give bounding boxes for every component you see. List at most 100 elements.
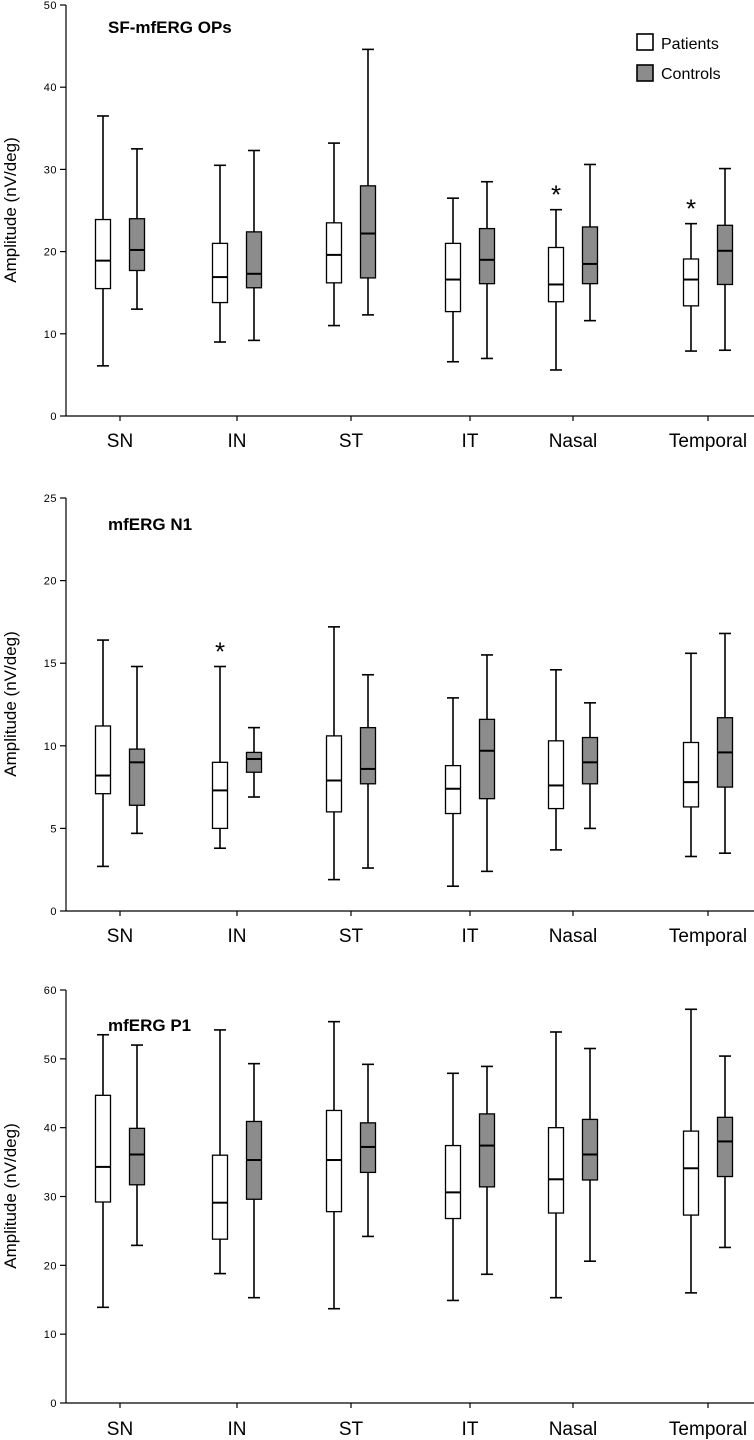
y-tick-label: 50 <box>44 1054 57 1066</box>
category-label: ST <box>339 926 364 947</box>
box-controls <box>245 149 263 342</box>
y-axis-title: Amplitude (nV/deg) <box>1 631 20 777</box>
box-iqr <box>478 1113 496 1188</box>
box-patients <box>94 639 112 868</box>
category-label: Nasal <box>549 1419 598 1440</box>
box-controls <box>478 654 496 873</box>
panel-title: SF-mfERG OPs <box>108 18 232 37</box>
box-iqr <box>444 242 462 313</box>
significance-star: * <box>215 637 225 667</box>
box-patients <box>211 164 229 343</box>
box-patients <box>444 197 462 363</box>
box-controls <box>581 1047 599 1263</box>
category-label: Temporal <box>669 1419 747 1440</box>
y-axis-title: Amplitude (nV/deg) <box>1 137 20 283</box>
box-controls <box>478 180 496 360</box>
panel-title: mfERG N1 <box>108 515 192 534</box>
category-label: IN <box>228 431 247 452</box>
box-patients <box>682 1008 700 1294</box>
panel-mferg-p1: 0 10 20 30 40 50 60 Amplitude (nV/deg) mfERG P1 S… <box>1 985 754 1440</box>
y-tick-label: 40 <box>44 82 57 94</box>
category-label: SN <box>107 431 133 452</box>
y-tick-label: 60 <box>44 985 57 997</box>
legend: Patients Controls <box>636 33 721 83</box>
category-label: IT <box>462 431 479 452</box>
box-patients <box>94 115 112 367</box>
y-tick-label: 10 <box>44 741 57 753</box>
category-label: IN <box>228 1419 247 1440</box>
category-label: IN <box>228 926 247 947</box>
box-controls <box>128 148 146 310</box>
box-patients <box>94 1033 112 1309</box>
box-iqr <box>94 1094 112 1203</box>
y-tick-label: 25 <box>44 493 57 505</box>
y-tick-label: 10 <box>44 1329 57 1341</box>
y-tick-label: 40 <box>44 1123 57 1135</box>
box-controls <box>716 1055 734 1249</box>
y-tick-label: 5 <box>50 823 57 835</box>
legend-swatch-controls <box>636 64 654 82</box>
legend-label-patients: Patients <box>661 36 719 53</box>
y-tick-label: 50 <box>44 0 57 12</box>
box-iqr <box>716 224 734 286</box>
box-iqr <box>682 1130 700 1216</box>
category-label: Nasal <box>549 926 598 947</box>
box-iqr <box>581 1118 599 1181</box>
category-label: ST <box>339 431 364 452</box>
box-patients <box>211 665 229 850</box>
box-iqr <box>547 1127 565 1214</box>
box-iqr <box>325 1109 343 1213</box>
box-iqr <box>211 242 229 304</box>
y-tick-label: 0 <box>50 1398 57 1410</box>
category-label: SN <box>107 926 133 947</box>
panel-sf-mferg-ops: 0 10 20 30 40 50 Amplitude (nV/deg) SF-mfERG OP… <box>1 0 754 452</box>
box-iqr <box>211 761 229 830</box>
box-iqr <box>478 227 496 285</box>
box-iqr <box>94 218 112 290</box>
y-tick-label: 30 <box>44 164 57 176</box>
y-tick-label: 10 <box>44 329 57 341</box>
box-patients <box>325 626 343 881</box>
box-iqr <box>359 726 377 785</box>
box-controls <box>359 1063 377 1238</box>
y-tick-label: 20 <box>44 576 57 588</box>
y-tick-label: 20 <box>44 247 57 259</box>
box-iqr <box>478 718 496 800</box>
category-label: IT <box>462 926 479 947</box>
box-controls <box>478 1065 496 1276</box>
box-patients <box>547 208 565 371</box>
category-label: Nasal <box>549 431 598 452</box>
box-iqr <box>682 741 700 808</box>
box-controls <box>581 702 599 830</box>
box-iqr <box>444 1144 462 1220</box>
category-label: Temporal <box>669 431 747 452</box>
box-patients <box>211 1029 229 1275</box>
box-iqr <box>682 258 700 307</box>
box-controls <box>359 673 377 869</box>
box-controls <box>359 48 377 316</box>
box-iqr <box>245 751 263 773</box>
box-iqr <box>325 735 343 813</box>
box-controls <box>128 1044 146 1247</box>
box-iqr <box>547 740 565 810</box>
box-controls <box>128 665 146 835</box>
y-tick-label: 20 <box>44 1260 57 1272</box>
box-patients <box>682 222 700 352</box>
box-patients <box>444 1072 462 1302</box>
y-tick-label: 0 <box>50 411 57 423</box>
legend-swatch-patients <box>636 33 654 51</box>
box-patients <box>547 1031 565 1299</box>
legend-label-controls: Controls <box>661 66 721 83</box>
box-controls <box>716 167 734 352</box>
y-tick-label: 0 <box>50 906 57 918</box>
box-iqr <box>211 1154 229 1240</box>
y-axis-title: Amplitude (nV/deg) <box>1 1123 20 1269</box>
category-label: SN <box>107 1419 133 1440</box>
panel-mferg-n1: 0 5 10 15 20 25 Amplitude (nV/deg) mfERG N1 SN IN… <box>1 493 754 947</box>
box-patients <box>444 697 462 888</box>
box-controls <box>245 1062 263 1299</box>
panel-title: mfERG P1 <box>108 1016 191 1035</box>
box-controls <box>581 163 599 322</box>
box-iqr <box>547 246 565 303</box>
